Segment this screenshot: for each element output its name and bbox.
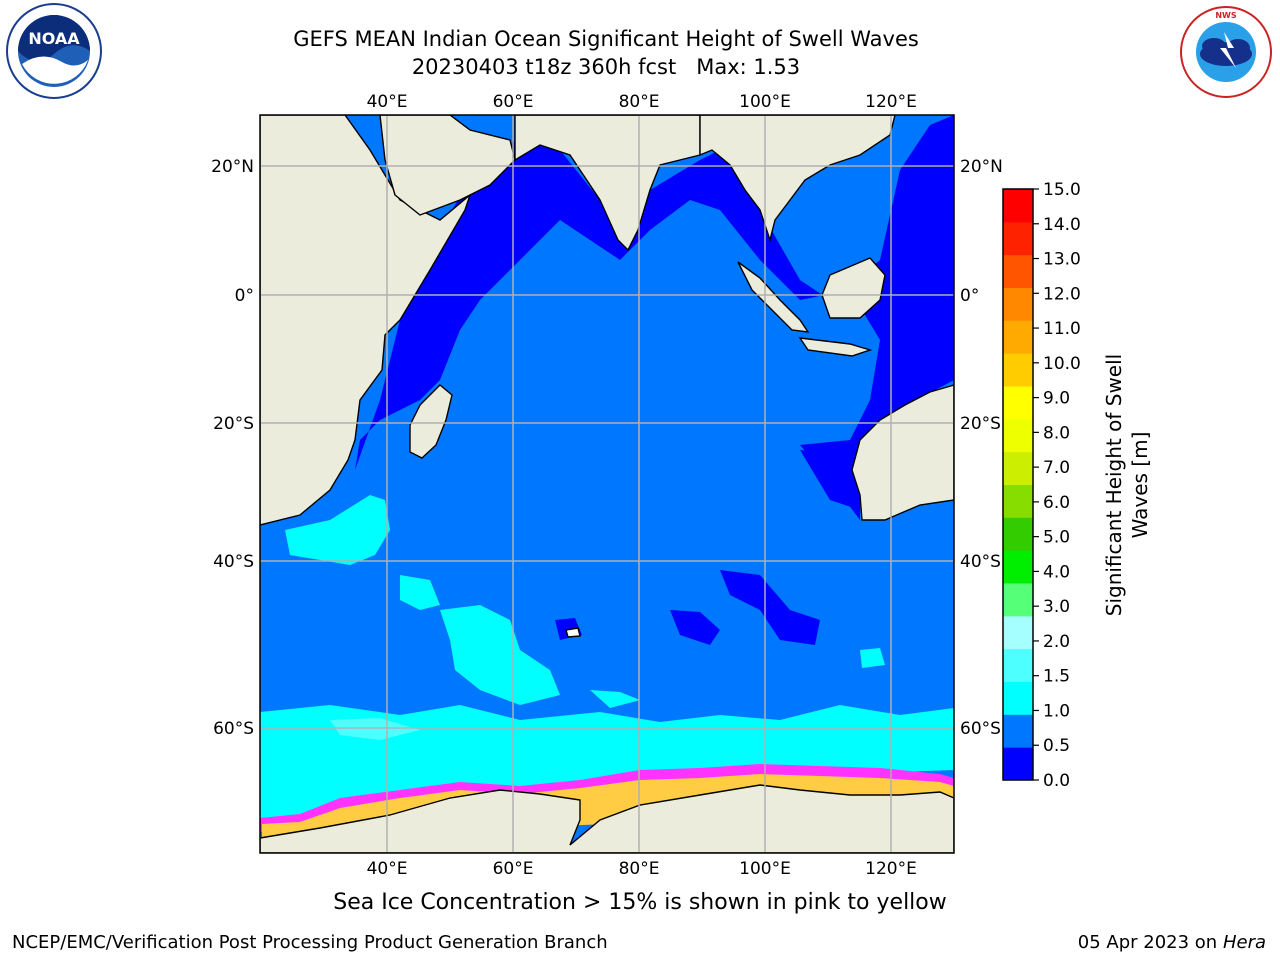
low-swell-patch	[670, 610, 720, 645]
lat-label: 0°	[235, 286, 254, 306]
graticule	[260, 115, 954, 853]
java-land	[798, 337, 873, 357]
noaa-logo: NOAA	[6, 3, 102, 99]
colorbar-tick-label: 11.0	[1043, 319, 1081, 339]
colorbar-swatch	[1003, 254, 1033, 288]
lon-label: 40°E	[367, 859, 408, 879]
colorbar-swatch	[1003, 287, 1033, 321]
moderate-swell-patch	[860, 648, 885, 668]
antarctica-land	[260, 784, 954, 853]
kerguelen-land	[565, 627, 581, 638]
colorbar-swatch	[1003, 517, 1033, 551]
colorbar: 0.0 0.5 1.0 1.5 2.0 3.0 4.0 5.0 6.0 7.0 8.0 9.0 10.0…	[1002, 180, 1081, 791]
colorbar-tick-label: 14.0	[1043, 215, 1081, 235]
colorbar-tick-label: 0.0	[1043, 771, 1070, 791]
colorbar-swatch	[1003, 615, 1033, 650]
low-swell-patch	[800, 450, 860, 510]
colorbar-swatch	[1003, 418, 1033, 453]
lat-label: 20°N	[211, 157, 254, 177]
map-subtitle: 20230403 t18z 360h fcst Max: 1.53	[411, 55, 801, 79]
lon-label: 100°E	[739, 92, 791, 112]
southeast-asia-land	[699, 115, 896, 243]
lat-label: 40°S	[213, 552, 254, 572]
colorbar-swatch	[1003, 550, 1033, 584]
lat-label: 60°S	[213, 719, 254, 739]
lat-labels-right: 20°N 0° 20°S 40°S 60°S	[960, 157, 1003, 739]
colorbar-tick-label: 0.5	[1043, 736, 1070, 756]
sea-ice-caption: Sea Ice Concentration > 15% is shown in …	[333, 890, 947, 915]
lat-label: 0°	[960, 286, 979, 306]
lon-labels-bottom: 40°E 60°E 80°E 100°E 120°E	[367, 859, 917, 879]
colorbar-tick-label: 15.0	[1043, 180, 1081, 200]
moderate-swell-patch	[400, 575, 440, 610]
sumatra-land	[737, 261, 810, 333]
moderate-swell-patch	[440, 605, 560, 705]
lon-labels-top: 40°E 60°E 80°E 100°E 120°E	[367, 92, 917, 112]
lat-label: 20°N	[960, 157, 1003, 177]
low-swell-patch	[720, 570, 820, 645]
colorbar-swatch	[1003, 583, 1033, 617]
lon-label: 120°E	[865, 92, 917, 112]
map-frame	[259, 114, 955, 854]
lon-label: 120°E	[865, 859, 917, 879]
lat-labels-left: 20°N 0° 20°S 40°S 60°S	[211, 157, 254, 739]
colorbar-tick-label: 10.0	[1043, 354, 1081, 374]
colorbar-label-line2: Waves [m]	[1128, 431, 1152, 539]
colorbar-swatch	[1003, 484, 1033, 518]
colorbar-label-line1: Significant Height of Swell	[1102, 353, 1126, 617]
colorbar-tick-label: 1.5	[1043, 667, 1070, 687]
moderate-swell-patch	[285, 495, 390, 565]
colorbar-tick-label: 7.0	[1043, 458, 1070, 478]
footer-date: 05 Apr 2023 on Hera	[1078, 932, 1266, 953]
lat-label: 20°S	[213, 414, 254, 434]
moderate-swell-patch	[330, 718, 420, 740]
lon-label: 80°E	[619, 859, 660, 879]
colorbar-tick-label: 1.0	[1043, 701, 1070, 721]
colorbar-swatch	[1003, 189, 1033, 223]
footer-machine: Hera	[1222, 932, 1266, 953]
colorbar-swatch	[1003, 681, 1033, 715]
madagascar-land	[409, 384, 453, 459]
noaa-logo-text: NOAA	[28, 29, 80, 48]
low-swell-region-north	[355, 115, 954, 520]
lon-label: 100°E	[739, 859, 791, 879]
lon-label: 40°E	[367, 92, 408, 112]
australia-land	[851, 384, 954, 521]
lat-label: 60°S	[960, 719, 1001, 739]
colorbar-tick-label: 12.0	[1043, 284, 1081, 304]
colorbar-tick-label: 2.0	[1043, 632, 1070, 652]
colorbar-swatch	[1003, 221, 1033, 256]
colorbar-swatch	[1003, 747, 1033, 781]
colorbar-tick-label: 9.0	[1043, 389, 1070, 409]
colorbar-frame	[1002, 188, 1034, 781]
borneo-land	[821, 257, 886, 319]
lat-label: 40°S	[960, 552, 1001, 572]
colorbar-tick-label: 3.0	[1043, 597, 1070, 617]
colorbar-swatch	[1003, 451, 1033, 485]
colorbar-label: Significant Height of Swell Waves [m]	[1101, 275, 1153, 695]
colorbar-tick-label: 13.0	[1043, 250, 1081, 270]
arabia-land	[379, 115, 516, 216]
lat-label: 20°S	[960, 414, 1001, 434]
moderate-swell-patch	[590, 690, 640, 708]
footer-date-text: 05 Apr 2023 on	[1077, 932, 1218, 953]
nws-logo: NWS	[1180, 6, 1272, 98]
colorbar-tick-label: 6.0	[1043, 493, 1070, 513]
lon-label: 60°E	[493, 859, 534, 879]
colorbar-tick-label: 8.0	[1043, 423, 1070, 443]
colorbar-swatch	[1003, 320, 1033, 354]
colorbar-tick-label: 4.0	[1043, 562, 1070, 582]
lon-label: 60°E	[493, 92, 534, 112]
colorbar-tick-label: 5.0	[1043, 528, 1070, 548]
svg-text:NWS: NWS	[1215, 11, 1237, 20]
colorbar-swatch	[1003, 386, 1033, 420]
colorbar-swatch	[1003, 714, 1033, 748]
footer-credit: NCEP/EMC/Verification Post Processing Pr…	[12, 932, 608, 953]
colorbar-swatch	[1003, 353, 1033, 387]
colorbar-swatch	[1003, 648, 1033, 682]
lon-label: 80°E	[619, 92, 660, 112]
map-title: GEFS MEAN Indian Ocean Significant Heigh…	[293, 27, 919, 51]
